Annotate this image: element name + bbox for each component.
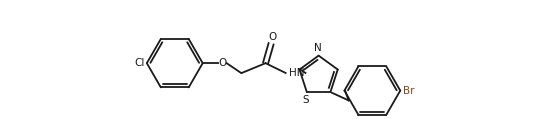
Text: HN: HN bbox=[289, 68, 305, 78]
Text: Br: Br bbox=[403, 86, 415, 96]
Text: O: O bbox=[218, 58, 226, 68]
Text: Cl: Cl bbox=[134, 58, 145, 68]
Text: S: S bbox=[302, 95, 310, 105]
Text: O: O bbox=[269, 32, 277, 42]
Text: N: N bbox=[314, 43, 322, 53]
